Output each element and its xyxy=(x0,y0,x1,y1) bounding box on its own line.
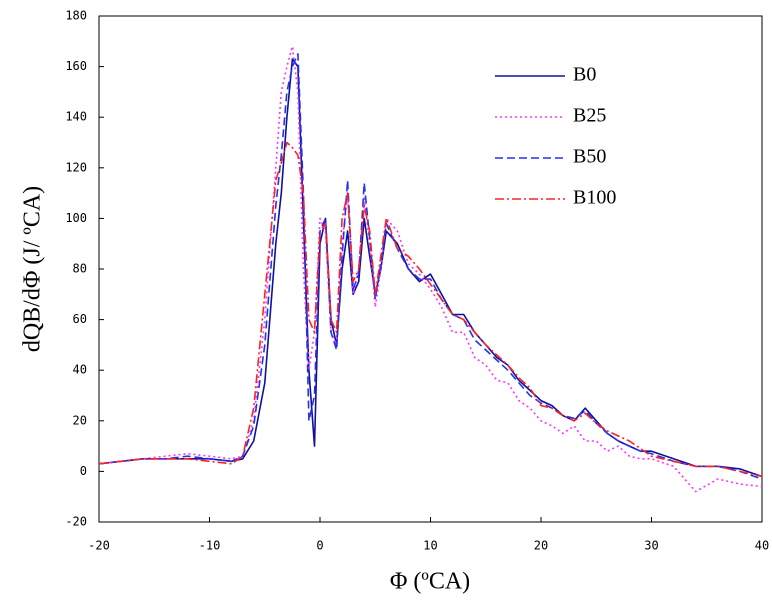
x-tick-label: 30 xyxy=(644,539,658,553)
legend-label: B25 xyxy=(573,105,606,127)
y-tick-label: -20 xyxy=(65,515,87,529)
x-tick-label: -10 xyxy=(199,539,221,553)
legend-label: B0 xyxy=(573,64,596,86)
y-tick-label: 120 xyxy=(65,160,87,174)
y-tick-label: 100 xyxy=(65,211,87,225)
x-tick-label: 20 xyxy=(534,539,548,553)
x-tick-label: -20 xyxy=(88,539,110,553)
series-line xyxy=(98,58,763,478)
series-line xyxy=(98,45,763,493)
y-axis-label: dQB/dΦ (J/ ºCA) xyxy=(20,186,46,352)
x-axis-label: Φ (ºCA) xyxy=(390,569,470,595)
x-tick-label: 10 xyxy=(423,539,437,553)
y-tick-label: 140 xyxy=(65,110,87,124)
series-line xyxy=(98,53,763,480)
legend-label: B100 xyxy=(573,187,616,209)
y-tick-label: 180 xyxy=(65,9,87,23)
plot-frame xyxy=(98,15,763,523)
series-line xyxy=(98,141,763,478)
y-tick-label: 0 xyxy=(80,464,87,478)
x-tick-label: 40 xyxy=(755,539,769,553)
y-tick-label: 40 xyxy=(73,363,87,377)
y-tick-label: 20 xyxy=(73,413,87,427)
y-tick-label: 160 xyxy=(65,59,87,73)
x-tick-label: 0 xyxy=(316,539,323,553)
y-tick-label: 80 xyxy=(73,262,87,276)
legend-label: B50 xyxy=(573,146,606,168)
y-tick-label: 60 xyxy=(73,312,87,326)
